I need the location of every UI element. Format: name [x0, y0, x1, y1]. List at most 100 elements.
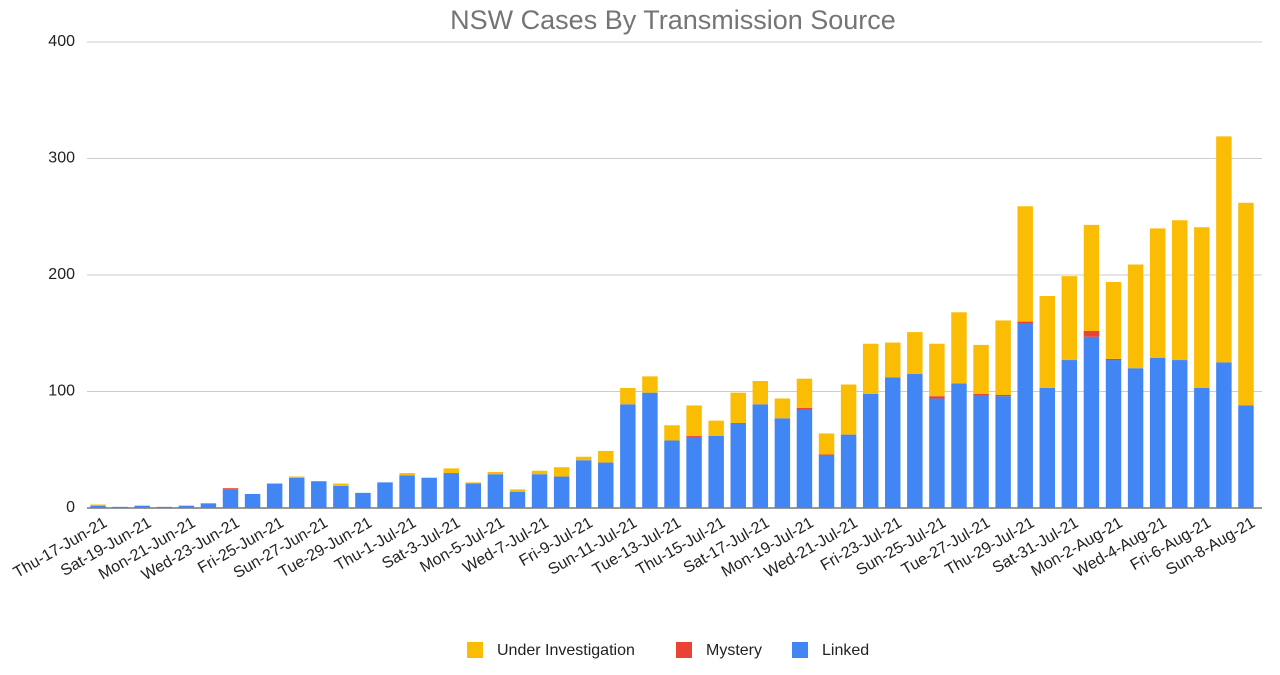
bar-segment — [973, 344, 989, 394]
bar-segment — [929, 398, 945, 508]
bar-segment — [642, 376, 658, 393]
bar-segment — [686, 435, 702, 437]
bar-segment — [465, 483, 482, 508]
legend-swatch — [676, 642, 692, 658]
y-tick-label: 0 — [66, 499, 75, 516]
bar-segment — [222, 489, 239, 508]
legend-label: Linked — [822, 642, 869, 659]
bar-segment — [1083, 336, 1100, 508]
bar-segment — [509, 491, 526, 508]
y-tick-label: 400 — [48, 33, 75, 50]
bar-segment — [1061, 360, 1078, 508]
legend-label: Under Investigation — [497, 642, 635, 659]
bar-segment — [907, 332, 923, 375]
bar-segment — [642, 392, 658, 508]
bar-segment — [531, 474, 548, 508]
bar-segment — [885, 377, 901, 508]
bar-segment — [1216, 362, 1232, 508]
bar-segment — [553, 476, 570, 508]
bar-segment — [443, 473, 459, 508]
bar-segment — [178, 505, 195, 508]
bar-segment — [796, 407, 813, 409]
bar-segment — [1105, 281, 1122, 359]
bar-segment — [156, 506, 172, 508]
bar-segment — [752, 381, 769, 405]
y-tick-label: 200 — [48, 266, 75, 283]
bar-segment — [1172, 360, 1188, 508]
bar-segment — [90, 505, 106, 508]
bar-segment — [995, 394, 1011, 397]
bar-segment — [951, 383, 967, 508]
bar-segment — [1238, 405, 1254, 508]
bar-segment — [575, 456, 592, 461]
bar-segment — [862, 343, 879, 394]
bar-segment — [1127, 264, 1144, 369]
bar-segment — [730, 392, 746, 423]
bar-segment — [929, 396, 945, 399]
y-tick-label: 300 — [48, 150, 75, 167]
bar-segment — [311, 481, 327, 508]
bar-segment — [1083, 330, 1100, 337]
bar-segment — [973, 394, 989, 508]
bar-segment — [134, 505, 150, 508]
legend-label: Mystery — [706, 642, 762, 659]
bar-segment — [664, 440, 680, 508]
bar-segment — [288, 477, 305, 508]
bar-segment — [664, 425, 680, 441]
bar-segment — [620, 404, 636, 508]
bar-segment — [531, 470, 548, 475]
bar-segment — [929, 343, 945, 397]
bar-segment — [1149, 228, 1166, 358]
bar-segment — [1149, 357, 1166, 508]
bar-segment — [1194, 227, 1210, 389]
bar-segment — [818, 433, 835, 455]
bar-segment — [686, 405, 702, 436]
bar-segment — [1083, 224, 1100, 331]
bar-segment — [487, 474, 504, 508]
bar-segment — [200, 503, 217, 508]
bar-segment — [840, 384, 857, 435]
bar-segment — [443, 468, 459, 474]
bar-segment — [1216, 136, 1232, 363]
bar-segment — [796, 408, 813, 508]
bar-segment — [951, 312, 967, 384]
bar-segment — [1039, 388, 1056, 508]
legend-swatch — [467, 642, 483, 658]
bar-segment — [1017, 206, 1033, 322]
bar-segment — [973, 393, 989, 395]
bar-segment — [487, 471, 504, 475]
bar-segment — [333, 483, 349, 486]
bar-segment — [1061, 276, 1078, 361]
bar-segment — [355, 492, 371, 508]
bar-segment — [686, 436, 702, 508]
bar-segment — [1017, 321, 1033, 324]
bar-segment — [377, 482, 393, 508]
bar-segment — [399, 473, 415, 476]
y-tick-label: 100 — [48, 383, 75, 400]
bar-segment — [399, 475, 415, 508]
bar-segment — [708, 420, 724, 436]
bar-segment — [598, 450, 614, 463]
bar-segment — [90, 504, 106, 506]
bar-segment — [862, 393, 879, 508]
bar-segment — [575, 460, 592, 508]
bar-segment — [421, 477, 437, 508]
bar-segment — [708, 435, 724, 508]
bar-segment — [1127, 368, 1144, 508]
bar-segment — [730, 422, 746, 508]
bar-segment — [1105, 360, 1122, 508]
bar-segment — [1238, 202, 1254, 406]
legend-swatch — [792, 642, 808, 658]
bar-segment — [222, 488, 239, 490]
bar-segment — [840, 434, 857, 508]
bar-segment — [553, 467, 570, 477]
bar-segment — [752, 404, 769, 508]
bar-segment — [796, 378, 813, 408]
bar-segment — [266, 483, 283, 508]
bar-segment — [774, 418, 791, 508]
bar-segment — [907, 374, 923, 508]
bar-segment — [1017, 323, 1033, 508]
bar-segment — [1194, 388, 1210, 508]
bar-segment — [620, 388, 636, 405]
